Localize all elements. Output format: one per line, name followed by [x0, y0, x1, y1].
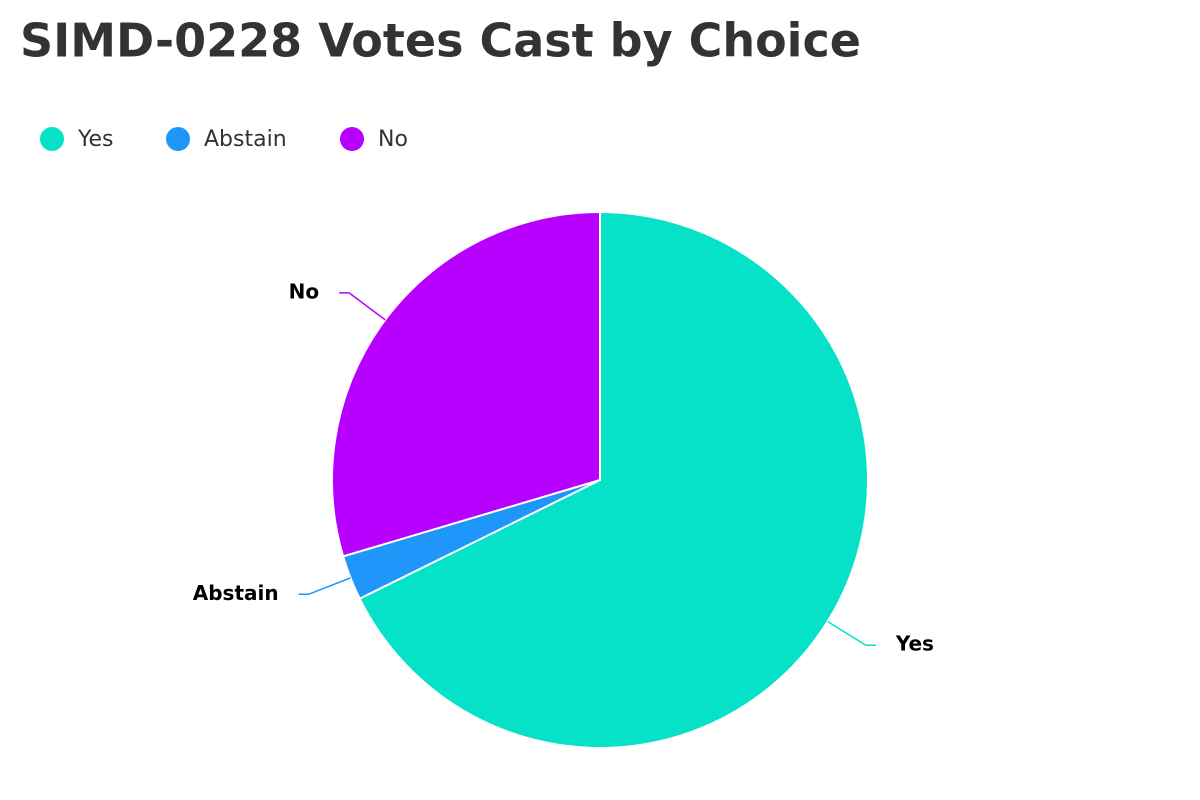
legend-marker[interactable]	[40, 127, 64, 151]
leader-line	[339, 292, 386, 321]
legend-label[interactable]: Yes	[77, 127, 114, 152]
pie-slice	[331, 210, 601, 558]
chart-title: SIMD-0228 Votes Cast by Choice	[20, 14, 861, 68]
legend-marker[interactable]	[340, 127, 364, 151]
slice-label: No	[289, 279, 319, 303]
leader-line	[827, 620, 876, 646]
pie-slice	[358, 210, 869, 749]
legend-label[interactable]: No	[378, 127, 408, 152]
slice-label: Abstain	[193, 581, 279, 605]
legend-marker[interactable]	[166, 127, 190, 151]
leader-line	[298, 577, 351, 596]
slice-label: Yes	[895, 632, 934, 656]
legend-label[interactable]: Abstain	[204, 127, 287, 152]
